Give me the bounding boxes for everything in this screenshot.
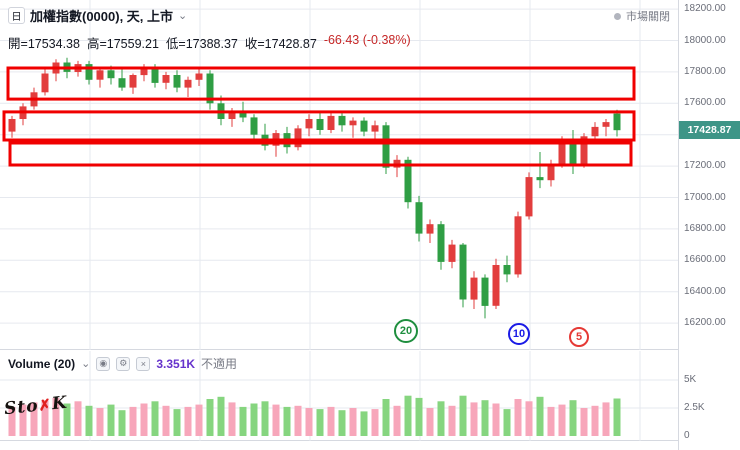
price-axis-label: 18200.00 [684,3,726,15]
volume-bars[interactable] [8,395,621,436]
price-range-box[interactable] [2,110,636,142]
candles[interactable] [8,57,621,319]
price-range-box[interactable] [6,66,636,101]
close-label: 收= [244,37,265,51]
volume-axis-label: 2.5K [684,402,705,413]
chevron-down-icon[interactable]: ⌄ [178,10,188,22]
volume-chart[interactable] [0,351,678,441]
low-group: 低=17388.37 [166,33,238,52]
volume-legend: Volume (20) ⌄ ◉ ⚙ × 3.351K 不適用 [8,355,237,372]
watermark-text-right: K [50,392,69,415]
high-label: 高= [86,37,107,51]
price-axis-label: 16400.00 [684,285,726,297]
low-value: 17388.37 [185,37,238,51]
price-axis-label: 18000.00 [684,34,726,46]
high-group: 高=17559.21 [87,33,159,52]
price-axis-label: 17000.00 [684,191,726,203]
interval-icon[interactable]: 日 [8,7,25,24]
symbol-row: 日 加權指數(0000), 天, 上市 ⌄ [8,6,411,25]
market-status-label: 市場關閉 [626,11,670,23]
circle-annotation[interactable]: 5 [569,327,589,347]
symbol-title[interactable]: 加權指數(0000), 天, 上市 [30,9,174,24]
volume-pane[interactable]: Volume (20) ⌄ ◉ ⚙ × 3.351K 不適用 [0,351,678,441]
volume-na-text: 不適用 [201,357,238,371]
candlestick-chart[interactable] [0,0,678,350]
last-price-badge: 17428.87 [679,121,740,140]
market-closed-dot-icon [614,12,621,20]
price-range-box[interactable] [8,141,633,167]
price-axis-label: 17600.00 [684,97,726,109]
market-status: 市場關閉 [614,8,670,24]
price-axis-label: 16200.00 [684,317,726,329]
price-axis-label: 17800.00 [684,65,726,77]
volume-axis-label: 0 [684,430,690,441]
price-axis[interactable]: 17428.87 18200.00 18000.00 17800.00 17600.0… [678,0,740,450]
settings-icon[interactable]: ⚙ [116,356,131,371]
close-icon[interactable]: × [136,356,151,371]
main-grid [0,0,678,350]
circle-annotation[interactable]: 10 [508,323,530,345]
open-label: 開= [8,37,28,51]
drawn-range-boxes[interactable] [2,66,636,167]
volume-indicator-label[interactable]: Volume (20) [8,356,76,371]
volume-axis-label: 5K [684,374,697,385]
open-group: 開=17534.38 [8,33,80,52]
low-label: 低= [165,37,186,51]
ohlc-row: 開=17534.38 高=17559.21 低=17388.37 收=17428… [8,33,411,52]
eye-icon[interactable]: ◉ [96,356,111,371]
main-chart-pane[interactable]: 日 加權指數(0000), 天, 上市 ⌄ 開=17534.38 高=17559… [0,0,678,350]
price-axis-label: 17200.00 [684,160,726,172]
change-value: -66.43 (-0.38%) [323,33,411,47]
price-axis-label: 16800.00 [684,222,726,234]
chevron-down-icon[interactable]: ⌄ [81,358,91,370]
open-value: 17534.38 [27,37,80,51]
price-axis-label: 16600.00 [684,254,726,266]
volume-value: 3.351K [156,356,196,371]
high-value: 17559.21 [106,37,159,51]
chart-legend: 日 加權指數(0000), 天, 上市 ⌄ 開=17534.38 高=17559… [8,6,411,52]
close-group: 收=17428.87 [245,33,317,52]
watermark-text-left: Sto [3,395,40,420]
circle-annotation[interactable]: 20 [394,319,418,343]
close-value: 17428.87 [264,37,317,51]
